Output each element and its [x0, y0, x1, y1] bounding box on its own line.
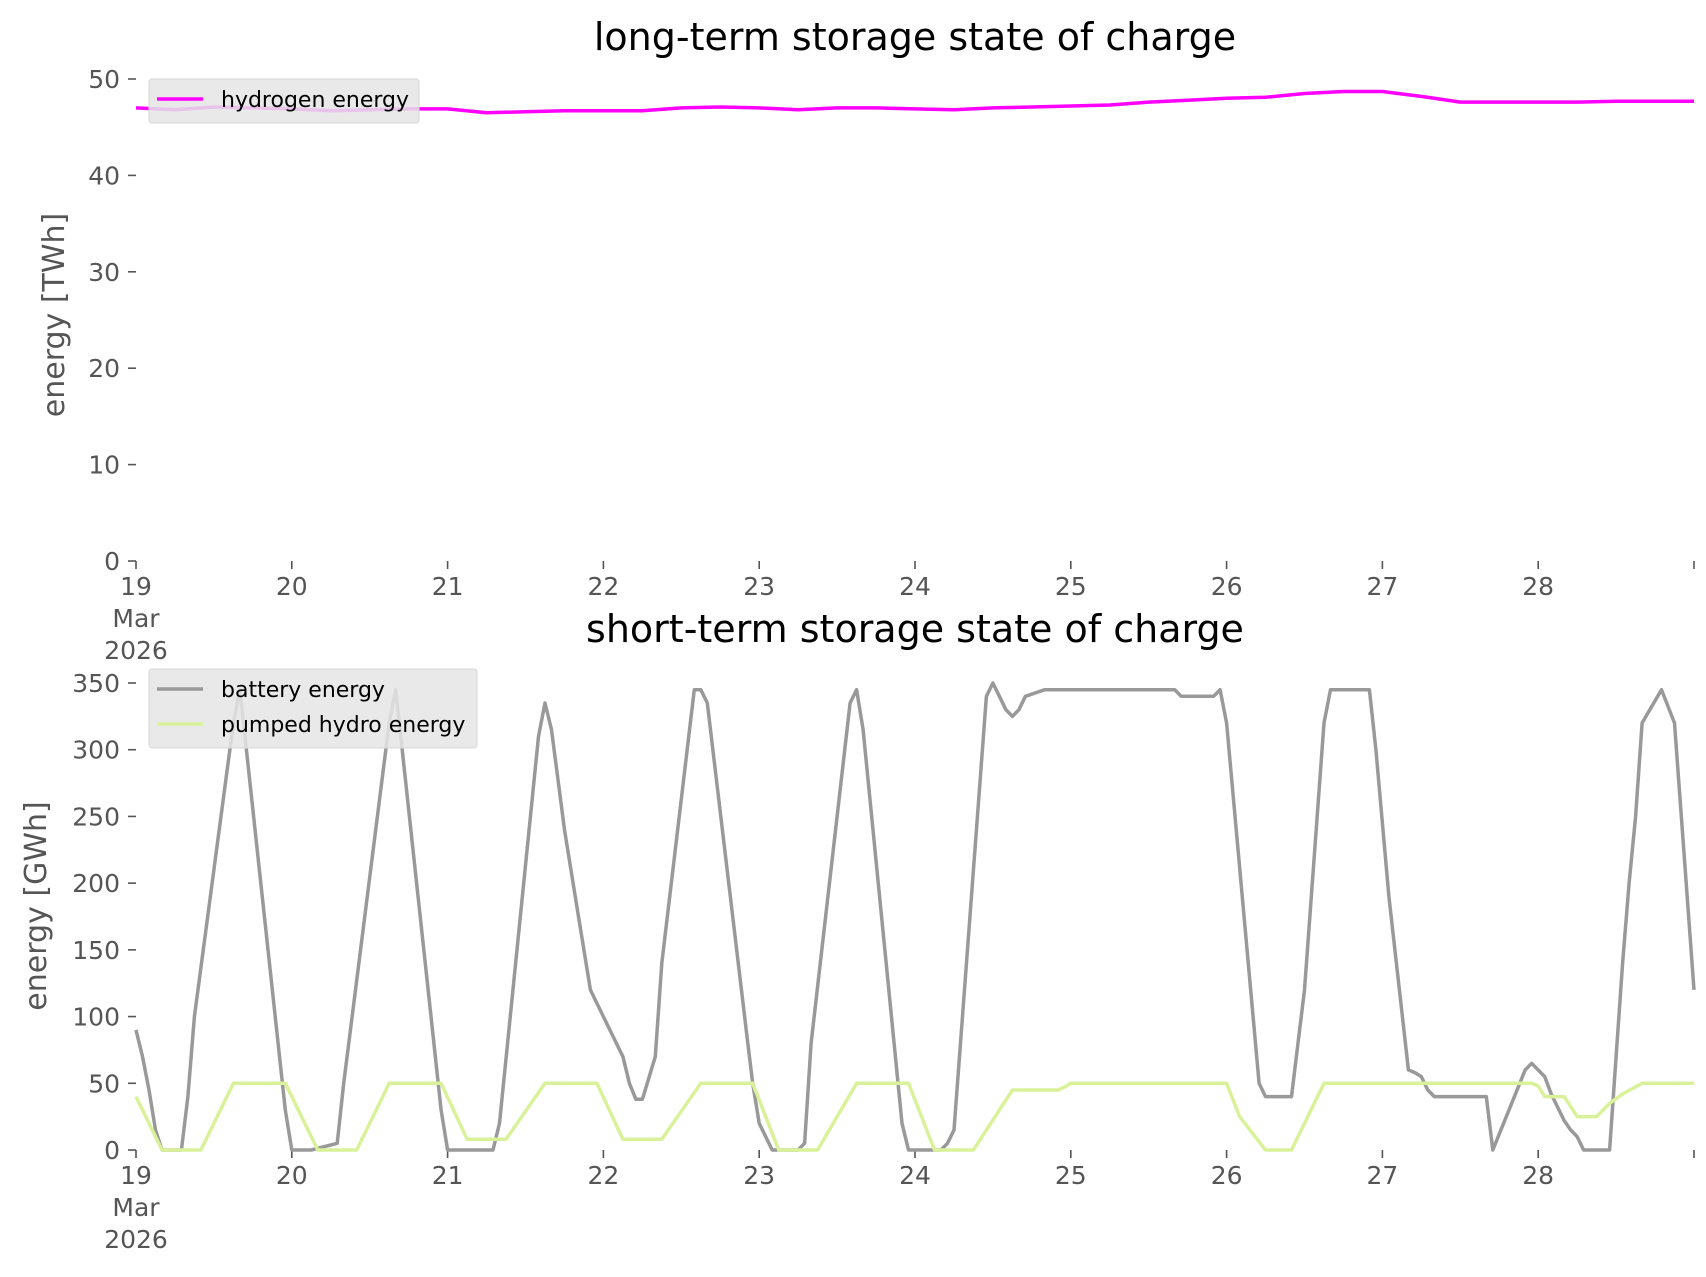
y-tick-label: 150: [72, 936, 120, 965]
y-tick-label: 40: [88, 161, 120, 190]
chart-title: long-term storage state of charge: [594, 15, 1236, 59]
legend-box: [148, 78, 420, 124]
x-tick-label: Mar: [112, 1193, 160, 1222]
y-tick-label: 10: [88, 451, 120, 480]
x-tick-label: 24: [899, 572, 931, 601]
chart-short-term-storage: short-term storage state of charge energ…: [19, 607, 1696, 1254]
x-tick-label: 23: [743, 1161, 775, 1190]
x-tick-label: 20: [276, 572, 308, 601]
x-tick-label: 28: [1522, 1161, 1554, 1190]
x-tick-label: 21: [432, 572, 464, 601]
x-tick-label: 22: [587, 572, 619, 601]
y-axis-ticks: 0 10 20 30 40 50: [88, 65, 136, 576]
x-tick-label: 21: [432, 1161, 464, 1190]
y-tick-label: 300: [72, 736, 120, 765]
legend: battery energy pumped hydro energy: [148, 668, 478, 749]
x-tick-label: Mar: [112, 604, 160, 633]
x-tick-label: 26: [1211, 572, 1243, 601]
legend-label: pumped hydro energy: [221, 713, 465, 738]
x-tick-label: 25: [1055, 572, 1087, 601]
y-axis-ticks: 0 50 100 150 200 250 300 350: [72, 669, 136, 1165]
chart-title: short-term storage state of charge: [586, 607, 1244, 651]
y-tick-label: 30: [88, 258, 120, 287]
y-tick-label: 0: [104, 547, 120, 576]
legend-label: hydrogen energy: [221, 88, 409, 113]
legend-label: battery energy: [221, 678, 385, 703]
y-tick-label: 0: [104, 1136, 120, 1165]
y-tick-label: 50: [88, 65, 120, 94]
y-tick-label: 200: [72, 869, 120, 898]
x-tick-label: 27: [1366, 572, 1398, 601]
chart-long-term-storage: long-term storage state of charge energy…: [37, 15, 1695, 665]
y-tick-label: 50: [88, 1069, 120, 1098]
x-tick-label: 22: [587, 1161, 619, 1190]
x-tick-label: 19: [120, 1161, 152, 1190]
x-tick-label: 2026: [104, 636, 168, 665]
legend: hydrogen energy: [148, 78, 420, 124]
y-axis-label: energy [TWh]: [37, 213, 72, 417]
x-tick-label: 28: [1522, 572, 1554, 601]
x-tick-label: 24: [899, 1161, 931, 1190]
x-axis-ticks: 19 Mar 2026 20 21 22 23 24 25 26 27 28: [104, 561, 1695, 665]
y-axis-label: energy [GWh]: [19, 801, 54, 1010]
y-tick-label: 100: [72, 1003, 120, 1032]
x-tick-label: 27: [1366, 1161, 1398, 1190]
x-axis-ticks: 19 Mar 2026 20 21 22 23 24 25 26 27 28: [104, 1150, 1695, 1254]
x-tick-label: 25: [1055, 1161, 1087, 1190]
y-tick-label: 350: [72, 669, 120, 698]
x-tick-label: 23: [743, 572, 775, 601]
legend-box: [148, 668, 478, 749]
y-tick-label: 250: [72, 802, 120, 831]
x-tick-label: 19: [120, 572, 152, 601]
y-tick-label: 20: [88, 354, 120, 383]
x-tick-label: 2026: [104, 1225, 168, 1254]
series-line-battery-energy: [134, 681, 1696, 1152]
x-tick-label: 20: [276, 1161, 308, 1190]
plot-lines: [134, 681, 1696, 1152]
x-tick-label: 26: [1211, 1161, 1243, 1190]
series-line-pumped-hydro-energy: [134, 1081, 1694, 1152]
